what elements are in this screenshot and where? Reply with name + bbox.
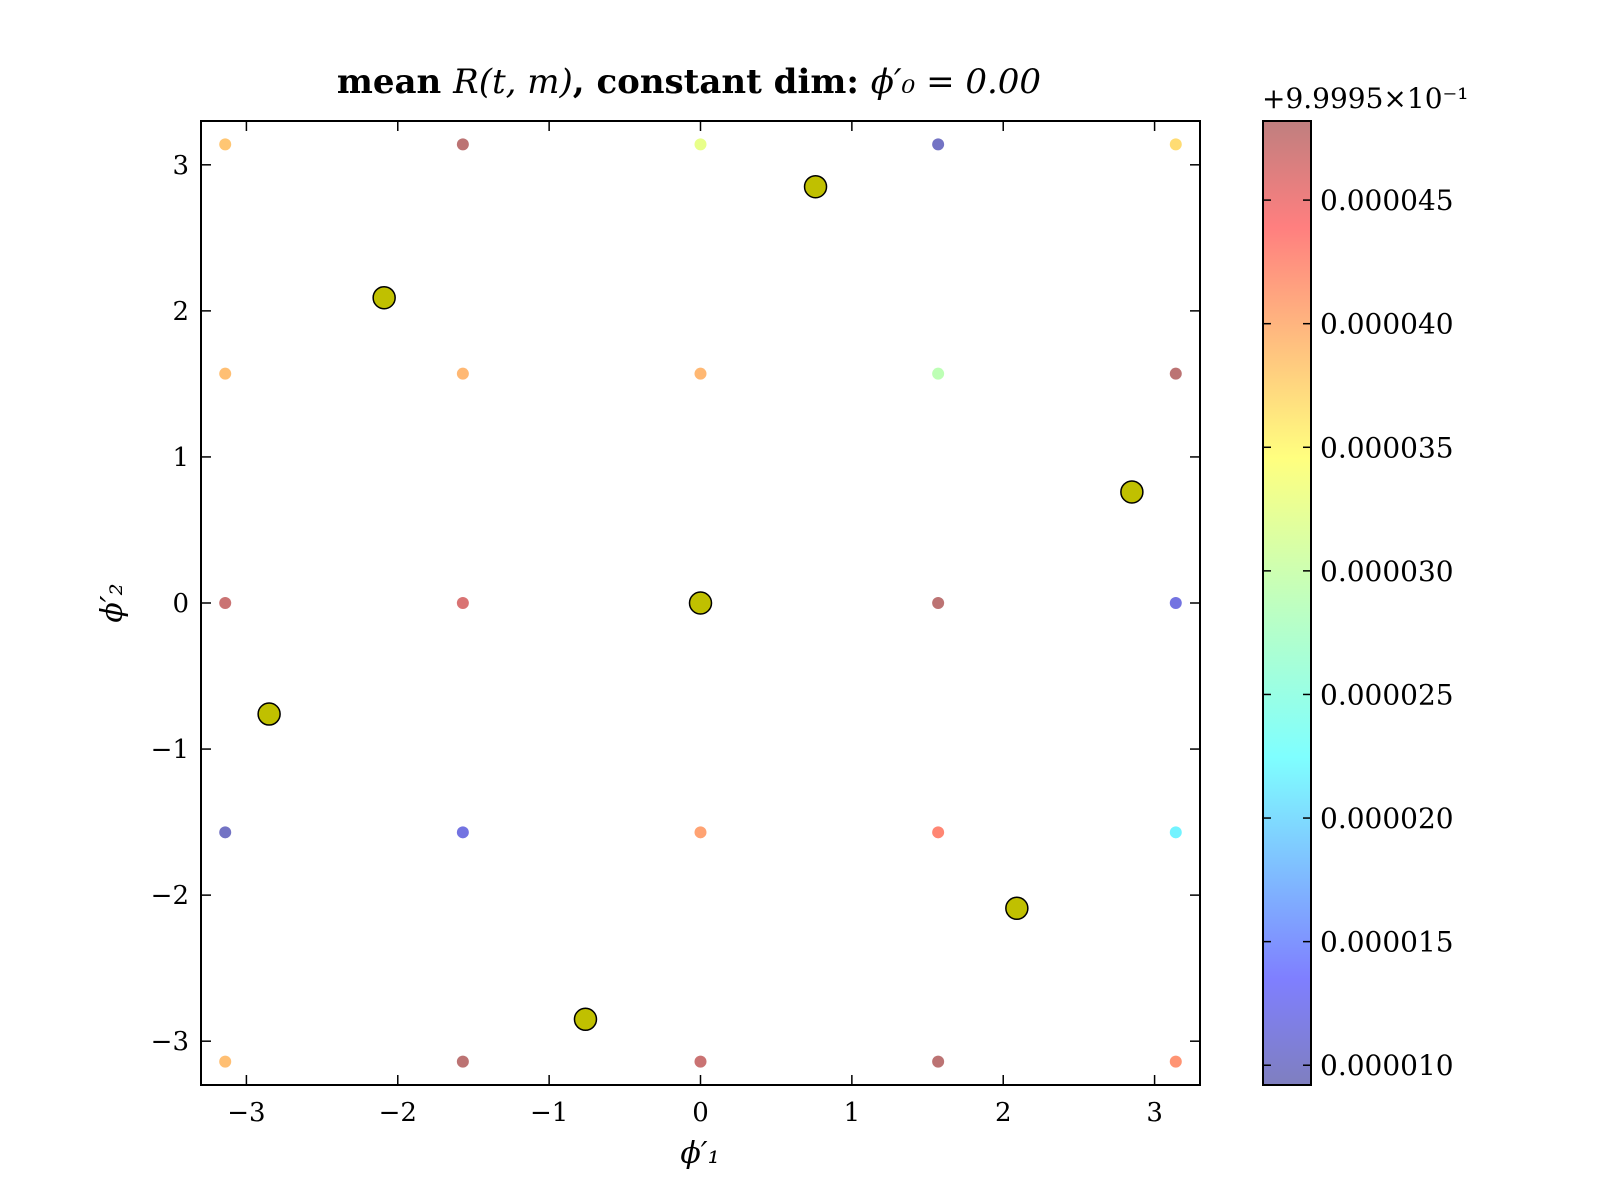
data-point xyxy=(932,367,945,380)
x-axis-label: ϕ′₁ xyxy=(680,1136,719,1171)
y-tick-labels: −3 −2 −1 0 1 2 3 xyxy=(151,151,189,1057)
y-tick-label: 0 xyxy=(172,589,189,619)
highlight-point xyxy=(688,591,713,615)
data-point xyxy=(1169,597,1182,609)
chart-title: mean R(t, m), constant dim: ϕ′₀ = 0.00 xyxy=(337,62,1041,102)
data-point xyxy=(219,1055,232,1068)
data-point xyxy=(456,826,469,839)
y-axis-label: ϕ′₂ xyxy=(95,583,130,622)
y-tick-label: 3 xyxy=(172,151,189,181)
data-point xyxy=(456,367,469,380)
x-tick-labels: −3 −2 −1 0 1 2 3 xyxy=(227,1098,1163,1128)
data-point xyxy=(932,1055,945,1068)
colorbar-ticks: 0.000010 0.000015 0.000020 0.000025 0.000030… xyxy=(1263,184,1454,1082)
data-point xyxy=(694,826,707,839)
data-point xyxy=(932,138,945,151)
colorbar: 0.000010 0.000015 0.000020 0.000025 0.000030… xyxy=(1262,82,1469,1086)
data-point xyxy=(219,138,232,151)
colorbar-frame xyxy=(1262,120,1312,1086)
data-point xyxy=(1169,138,1182,151)
data-point xyxy=(694,138,707,151)
highlight-point xyxy=(257,702,281,726)
highlight-point xyxy=(372,285,396,310)
plot-frame xyxy=(200,120,1201,1086)
y-tick-label: 2 xyxy=(172,297,189,327)
colorbar-tick-label: 0.000010 xyxy=(1320,1049,1454,1082)
data-point xyxy=(219,367,232,380)
highlight-point xyxy=(1120,480,1144,504)
x-tick-label: 3 xyxy=(1146,1098,1163,1128)
data-point xyxy=(456,1055,469,1068)
data-point xyxy=(932,826,945,839)
highlight-point xyxy=(573,1007,598,1032)
colorbar-tick-label: 0.000040 xyxy=(1320,308,1454,341)
colorbar-tick-label: 0.000015 xyxy=(1320,926,1454,959)
data-point xyxy=(1169,1055,1182,1068)
axis-ticks xyxy=(201,121,1200,1085)
x-tick-label: 1 xyxy=(844,1098,861,1128)
y-tick-label: 1 xyxy=(172,443,189,473)
x-tick-label: 2 xyxy=(995,1098,1012,1128)
data-point xyxy=(1169,367,1182,380)
data-point xyxy=(1169,826,1182,839)
x-tick-label: −3 xyxy=(227,1098,265,1128)
x-tick-label: 0 xyxy=(692,1098,709,1128)
data-point xyxy=(932,597,945,609)
large-points-layer xyxy=(257,174,1144,1032)
data-point xyxy=(219,597,232,609)
data-point xyxy=(694,1055,707,1068)
y-tick-label: −1 xyxy=(151,735,189,765)
highlight-point xyxy=(1005,896,1029,921)
x-tick-label: −1 xyxy=(530,1098,568,1128)
y-tick-label: −3 xyxy=(151,1027,189,1057)
colorbar-tick-label: 0.000045 xyxy=(1320,184,1454,217)
highlight-point xyxy=(803,174,828,199)
data-point xyxy=(456,138,469,151)
data-point xyxy=(694,367,707,380)
colorbar-tick-label: 0.000030 xyxy=(1320,555,1454,588)
colorbar-offset-label: +9.9995×10⁻¹ xyxy=(1262,82,1469,115)
x-tick-label: −2 xyxy=(379,1098,417,1128)
data-point xyxy=(219,826,232,839)
colorbar-gradient xyxy=(1263,121,1311,1085)
colorbar-tick-label: 0.000020 xyxy=(1320,802,1454,835)
colorbar-tick-label: 0.000025 xyxy=(1320,678,1454,711)
y-tick-label: −2 xyxy=(151,881,189,911)
data-point xyxy=(456,597,469,609)
plot-area xyxy=(200,120,1201,1086)
colorbar-tick-label: 0.000035 xyxy=(1320,431,1454,464)
